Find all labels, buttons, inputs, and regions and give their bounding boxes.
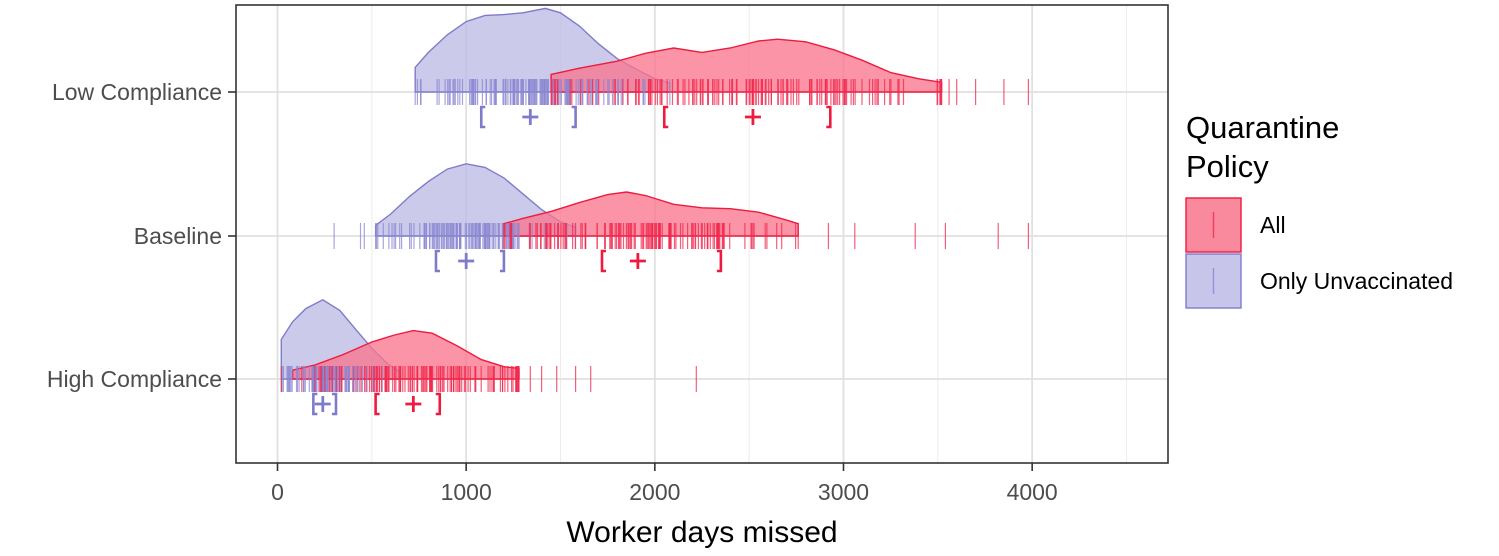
mean-marker [458,253,475,269]
x-tick-label: 0 [271,479,284,505]
interval-left-bracket [312,392,318,416]
x-axis-title: Worker days missed [566,516,837,549]
x-tick-label: 4000 [1007,479,1058,505]
mean-marker [522,109,539,125]
x-tick-label: 2000 [629,479,680,505]
row-low-compliance [414,7,1030,129]
interval-left-bracket [434,249,440,273]
interval-left-bracket [600,249,607,273]
legend-entry-all: All [1185,197,1286,253]
x-tick-label: 1000 [441,479,492,505]
interval-left-bracket [479,105,486,129]
interval-left-bracket [662,105,669,129]
legend: Quarantine Policy All Only Unvaccinated [1185,110,1453,309]
panel-border [235,4,1169,464]
mean-marker [405,396,422,412]
legend-title-line1: Quarantine [1186,110,1339,145]
legend-entries: All Only Unvaccinated [1185,197,1453,309]
interval-right-bracket [716,249,723,273]
interval-right-bracket [826,105,832,129]
x-tick-label: 3000 [818,479,869,505]
x-ticks: 0 1000 2000 3000 4000 [271,463,1058,505]
y-tick-label: Low Compliance [52,79,222,105]
interval-right-bracket [499,249,506,273]
interval-right-bracket [571,105,577,129]
legend-label: All [1260,212,1286,238]
legend-title-line2: Policy [1186,149,1269,184]
mean-marker [744,109,761,125]
legend-label: Only Unvaccinated [1260,268,1453,294]
y-tick-label: Baseline [134,223,222,249]
y-axis: Low Compliance Baseline High Compliance [47,79,236,392]
density-all [550,38,943,93]
interval-right-bracket [331,392,338,416]
row-baseline [333,163,1030,273]
legend-entry-only-unvaccinated: Only Unvaccinated [1185,253,1453,309]
mean-marker [314,396,331,412]
row-high-compliance [280,298,697,416]
chart-marks [280,7,1030,416]
mean-marker [629,253,646,269]
plot-panel [235,4,1169,464]
interval-left-bracket [374,392,380,416]
y-tick-label: High Compliance [47,366,222,392]
x-axis: 0 1000 2000 3000 4000 Worker days missed [271,463,1058,549]
interval-right-bracket [435,392,442,416]
